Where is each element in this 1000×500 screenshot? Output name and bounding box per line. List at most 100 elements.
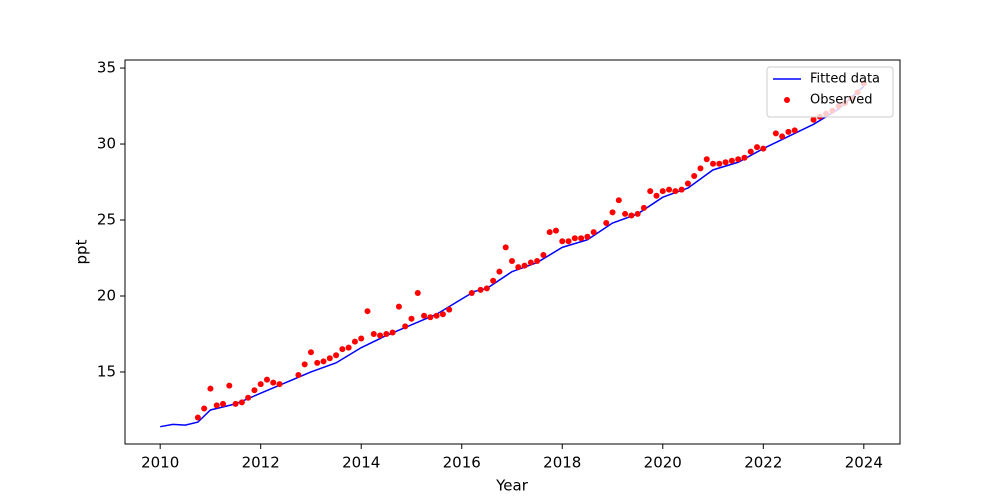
observed-point <box>414 289 421 296</box>
x-tick-label: 2022 <box>744 454 782 472</box>
observed-point <box>339 346 346 353</box>
observed-point <box>477 286 484 293</box>
observed-point <box>534 258 541 265</box>
observed-point <box>421 312 428 319</box>
observed-point <box>666 186 673 193</box>
y-tick-label: 30 <box>97 135 116 153</box>
observed-point <box>640 204 647 211</box>
observed-point <box>251 387 258 394</box>
observed-point <box>710 160 717 167</box>
observed-point <box>364 308 371 315</box>
observed-point <box>659 188 666 195</box>
observed-point <box>427 314 434 321</box>
observed-point <box>741 154 748 161</box>
observed-point <box>345 344 352 351</box>
observed-point <box>502 244 509 251</box>
y-tick-label: 25 <box>97 211 116 229</box>
observed-point <box>785 128 792 135</box>
observed-point <box>220 400 227 407</box>
observed-point <box>245 394 252 401</box>
observed-point <box>559 238 566 245</box>
observed-point <box>565 238 572 245</box>
observed-point <box>383 330 390 337</box>
observed-point <box>628 212 635 219</box>
observed-point <box>483 285 490 292</box>
x-tick-label: 2020 <box>644 454 682 472</box>
observed-point <box>571 235 578 242</box>
observed-point <box>634 210 641 217</box>
observed-point <box>622 210 629 217</box>
observed-point <box>747 148 754 155</box>
observed-point <box>590 229 597 236</box>
plot-frame <box>124 59 901 445</box>
observed-point <box>728 157 735 164</box>
fitted-line <box>160 85 865 428</box>
observed-point <box>201 405 208 412</box>
legend-label: Fitted data <box>810 72 880 87</box>
observed-point <box>716 160 723 167</box>
legend-marker <box>784 97 790 103</box>
observed-point <box>446 306 453 313</box>
observed-point <box>603 220 610 227</box>
observed-point <box>232 400 239 407</box>
observed-point <box>703 156 710 163</box>
x-tick-label: 2014 <box>342 454 380 472</box>
observed-point <box>722 159 729 166</box>
observed-point <box>439 311 446 318</box>
observed-point <box>754 144 761 151</box>
observed-point <box>358 335 365 342</box>
observed-point <box>263 376 270 383</box>
observed-point <box>515 264 522 271</box>
observed-point <box>468 289 475 296</box>
observed-point <box>496 268 503 275</box>
observed-point <box>772 130 779 137</box>
observed-point <box>697 165 704 172</box>
observed-point <box>508 258 515 265</box>
observed-point <box>615 197 622 204</box>
observed-point <box>389 329 396 336</box>
observed-point <box>527 259 534 266</box>
observed-point <box>370 330 377 337</box>
observed-point <box>760 145 767 152</box>
observed-point <box>540 251 547 258</box>
observed-point <box>402 323 409 330</box>
observed-point <box>691 172 698 179</box>
observed-point <box>314 359 321 366</box>
x-tick-label: 2018 <box>543 454 581 472</box>
observed-point <box>779 133 786 140</box>
observed-point <box>207 385 214 392</box>
observed-point <box>653 192 660 199</box>
observed-point <box>301 361 308 368</box>
observed-point <box>213 402 220 409</box>
observed-point <box>194 414 201 421</box>
observed-point <box>810 116 817 123</box>
y-tick-label: 20 <box>97 286 116 304</box>
observed-point <box>578 235 585 242</box>
observed-point <box>395 303 402 310</box>
legend-label: Observed <box>810 93 873 108</box>
observed-point <box>295 372 302 379</box>
observed-point <box>257 381 264 388</box>
observed-point <box>672 188 679 195</box>
observed-point <box>647 188 654 195</box>
observed-point <box>584 233 591 240</box>
observed-point <box>326 355 333 362</box>
observed-point <box>552 227 559 234</box>
x-tick-label: 2010 <box>141 454 179 472</box>
observed-point <box>546 229 553 236</box>
observed-point <box>791 127 798 134</box>
observed-point <box>490 277 497 284</box>
observed-point <box>270 379 277 386</box>
x-tick-label: 2024 <box>845 454 883 472</box>
x-tick-label: 2016 <box>443 454 481 472</box>
y-axis-label: ppt <box>73 239 91 264</box>
observed-point <box>433 312 440 319</box>
observed-point <box>735 156 742 163</box>
x-axis-label: Year <box>495 477 529 495</box>
observed-point <box>320 358 327 365</box>
observed-point <box>333 352 340 359</box>
observed-point <box>238 399 245 406</box>
observed-point <box>226 382 233 389</box>
observed-point <box>684 180 691 187</box>
